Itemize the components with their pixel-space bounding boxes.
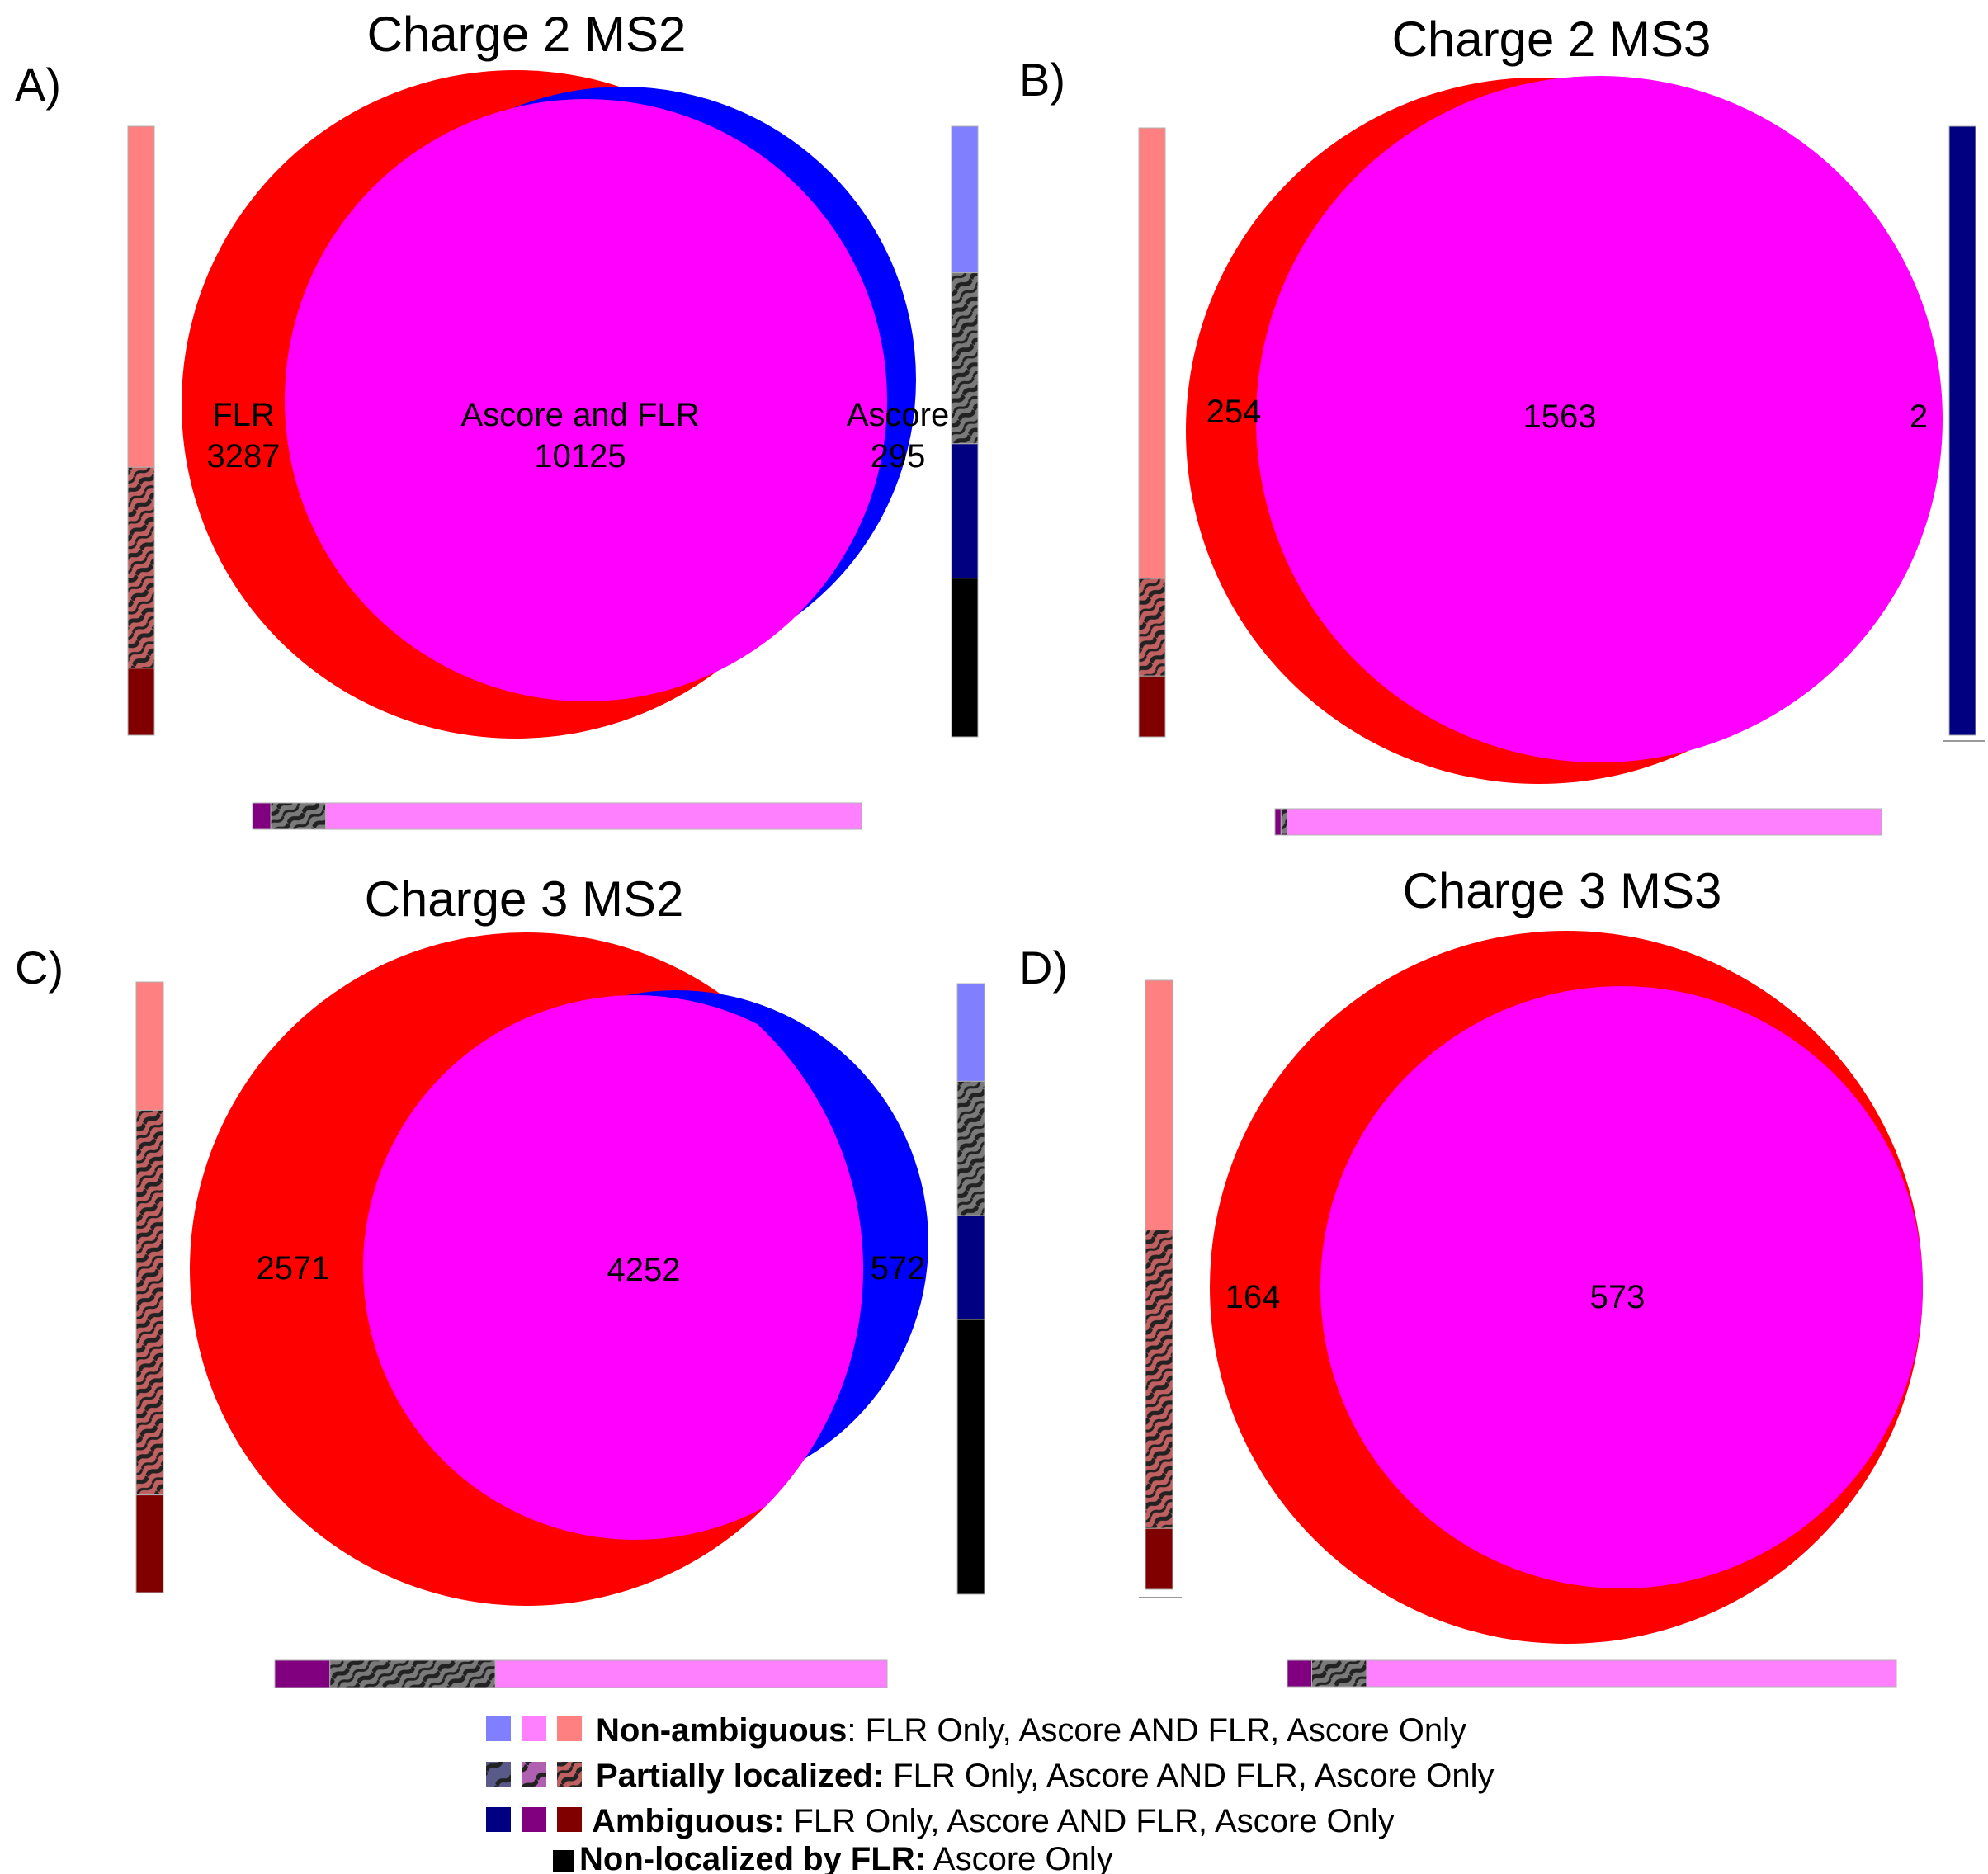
panel-c: Charge 3 MS2 C) 2571 4252 572 xyxy=(15,871,985,1688)
flr-bar xyxy=(1145,979,1173,1590)
both-bar xyxy=(1274,808,1882,836)
legend: Non-ambiguous: FLR Only, Ascore AND FLR,… xyxy=(486,1712,1495,1874)
legend-row-partial: Partially localized: FLR Only, Ascore AN… xyxy=(596,1758,1495,1794)
bar-segment-nonambiguous xyxy=(325,802,862,830)
flr-count: 2571 xyxy=(257,1250,330,1286)
legend-bold: Non-localized by FLR: xyxy=(579,1841,926,1874)
legend-swatch-partial-both xyxy=(522,1762,546,1787)
flr-count: 164 xyxy=(1225,1279,1281,1315)
bar-segment-nonambiguous xyxy=(951,125,979,274)
ascore-count: 2 xyxy=(1910,399,1928,435)
legend-rest: FLR Only, Ascore AND FLR, Ascore Only xyxy=(884,1758,1495,1794)
overlap-region xyxy=(1256,76,1943,762)
legend-rest: FLR Only, Ascore AND FLR, Ascore Only xyxy=(857,1712,1467,1749)
bar-segment-nonambiguous xyxy=(1138,127,1166,579)
legend-swatch-nonlocalized xyxy=(553,1850,574,1872)
legend-rest: Ascore Only xyxy=(926,1841,1113,1874)
bar-segment-partial xyxy=(127,466,155,669)
bar-segment-ambiguous xyxy=(127,668,155,736)
ascore-bar xyxy=(1948,125,1976,736)
legend-sep: : xyxy=(847,1712,856,1749)
both-bar xyxy=(252,802,862,830)
overlap-region xyxy=(1320,986,1923,1588)
ascore-label: Ascore xyxy=(847,397,950,433)
bar-segment-partial xyxy=(135,1109,164,1496)
ascore-bar xyxy=(951,125,979,738)
panel-title: Charge 2 MS2 xyxy=(367,7,687,62)
flr-bar xyxy=(127,125,155,736)
both-bar xyxy=(274,1659,888,1688)
flr-count: 3287 xyxy=(207,438,281,474)
bar-segment-nonambiguous xyxy=(1366,1659,1897,1688)
legend-swatch-amb-ascore xyxy=(486,1807,511,1832)
bar-segment-ambiguous xyxy=(956,1215,985,1320)
panel-letter: B) xyxy=(1019,54,1065,106)
bar-segment-ambiguous xyxy=(951,443,979,579)
bar-segment-partial xyxy=(329,1659,496,1688)
ascore-count: 295 xyxy=(871,438,926,474)
flr-label: FLR xyxy=(212,397,275,433)
panel-title: Charge 2 MS3 xyxy=(1392,12,1712,67)
bar-segment-ambiguous xyxy=(1948,125,1976,736)
overlap-region xyxy=(363,995,863,1540)
bar-segment-partial xyxy=(951,272,979,445)
panel-a: Charge 2 MS2 A) FLR 3287 Ascore and FLR … xyxy=(15,7,979,830)
bar-segment-partial xyxy=(1280,808,1288,836)
bar-segment-nonambiguous xyxy=(127,125,155,468)
panel-title: Charge 3 MS3 xyxy=(1403,863,1722,918)
bar-segment-ambiguous xyxy=(135,1494,164,1593)
bar-segment-nonlocalized xyxy=(956,1319,985,1595)
legend-swatch-amb-flr xyxy=(557,1807,582,1832)
bar-segment-partial xyxy=(270,802,327,830)
bar-segment-nonambiguous xyxy=(956,983,985,1082)
both-bar xyxy=(1287,1659,1897,1688)
legend-rest: FLR Only, Ascore AND FLR, Ascore Only xyxy=(784,1803,1395,1839)
flr-count: 254 xyxy=(1206,394,1262,430)
panel-letter: D) xyxy=(1019,942,1068,994)
panel-letter: C) xyxy=(15,942,64,994)
bar-segment-ambiguous xyxy=(1274,808,1282,836)
overlap-region xyxy=(285,99,887,701)
flr-bar xyxy=(135,981,164,1593)
bar-segment-nonlocalized xyxy=(951,578,979,738)
bar-segment-ambiguous xyxy=(1138,675,1166,738)
legend-row-ambiguous: Ambiguous: FLR Only, Ascore AND FLR, Asc… xyxy=(592,1803,1395,1839)
bar-segment-nonambiguous xyxy=(135,981,164,1111)
panel-b: Charge 2 MS3 B) 254 1563 2 xyxy=(1019,12,1985,836)
bar-segment-nonambiguous xyxy=(494,1659,888,1688)
bar-segment-partial xyxy=(1311,1659,1367,1688)
legend-swatch-nonamb-flr xyxy=(557,1716,582,1741)
legend-swatch-partial-flr xyxy=(557,1762,582,1787)
both-count: 1563 xyxy=(1523,399,1597,435)
both-count: 4252 xyxy=(607,1252,681,1288)
legend-row-nonambiguous: Non-ambiguous: FLR Only, Ascore AND FLR,… xyxy=(596,1712,1466,1749)
bar-segment-nonambiguous xyxy=(1287,808,1882,836)
bar-segment-ambiguous xyxy=(252,802,272,830)
bar-segment-partial xyxy=(1138,578,1166,677)
both-count: 573 xyxy=(1590,1279,1646,1315)
bar-segment-ambiguous xyxy=(1145,1527,1173,1590)
bar-segment-partial xyxy=(1145,1230,1173,1529)
ascore-count: 572 xyxy=(871,1250,926,1286)
legend-swatch-nonamb-ascore xyxy=(486,1716,511,1741)
bar-segment-nonambiguous xyxy=(1145,979,1173,1231)
bar-segment-partial xyxy=(956,1080,985,1216)
both-label: Ascore and FLR xyxy=(460,397,699,433)
panel-title: Charge 3 MS2 xyxy=(365,871,684,927)
ascore-bar xyxy=(956,983,985,1595)
legend-row-nonlocalized: Non-localized by FLR: Ascore Only xyxy=(579,1841,1113,1874)
legend-bold: Ambiguous: xyxy=(592,1803,784,1839)
legend-swatch-nonamb-both xyxy=(522,1716,546,1741)
bar-segment-ambiguous xyxy=(1287,1659,1313,1688)
both-count: 10125 xyxy=(534,438,626,474)
legend-bold: Partially localized: xyxy=(596,1758,884,1794)
panel-d: Charge 3 MS3 D) 164 573 xyxy=(1019,863,1923,1688)
flr-bar xyxy=(1138,127,1166,738)
legend-bold: Non-ambiguous xyxy=(596,1712,847,1749)
legend-swatch-amb-both xyxy=(522,1807,546,1832)
panel-letter: A) xyxy=(15,59,61,111)
bar-segment-ambiguous xyxy=(274,1659,331,1688)
legend-swatch-partial-ascore xyxy=(486,1762,511,1787)
